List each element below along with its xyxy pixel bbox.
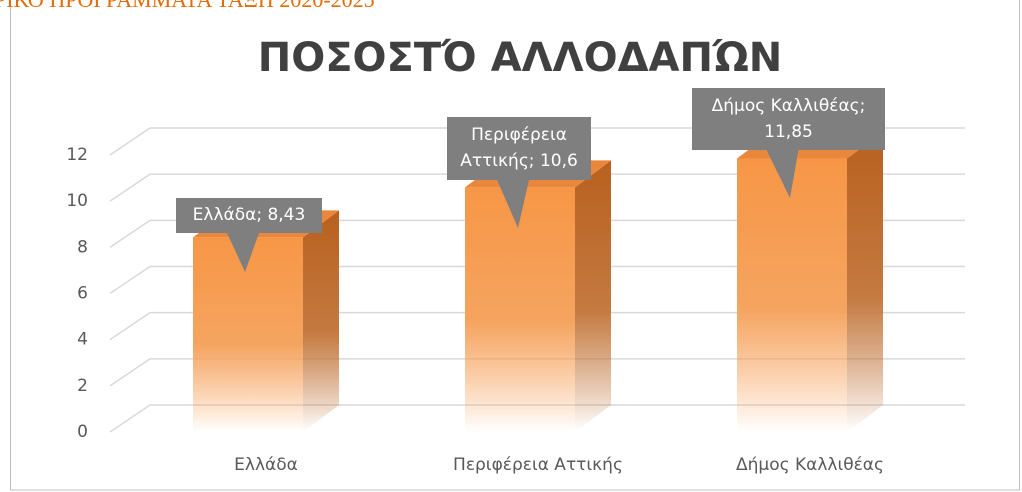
label-callout (692, 88, 885, 198)
y-tick-label: 8 (77, 237, 88, 257)
bar (465, 187, 575, 432)
grid-line (109, 219, 965, 248)
label-callout (447, 117, 591, 228)
grid-line (109, 404, 965, 433)
data-label: Ελλάδα; 8,43 (192, 205, 306, 225)
data-label-box: Περιφέρεια Αττικής; 10,6 (460, 125, 578, 171)
data-label-box: Ελλάδα; 8,43 (192, 205, 306, 225)
bar-side (575, 160, 611, 433)
data-label-box: Δήμος Καλλιθέας; 11,85 (711, 96, 866, 142)
grid-line (109, 265, 965, 295)
grid-line (109, 311, 965, 341)
bar (193, 237, 303, 432)
data-label: Περιφέρεια Αττικής; 10,6 (460, 125, 578, 171)
x-tick-label: Δήμος Καλλιθέας (736, 455, 884, 475)
bar-side (303, 210, 339, 432)
grid-line (109, 173, 965, 202)
y-tick-label: 10 (66, 191, 88, 211)
y-tick-label: 2 (77, 376, 88, 396)
chart-title: ΠΟΣΟΣΤΌ ΑΛΛΟΔΑΠΏΝ (258, 35, 782, 81)
y-tick-label: 4 (77, 330, 88, 350)
x-tick-label: Ελλάδα (234, 455, 298, 475)
bar (737, 158, 847, 432)
bar-side (847, 131, 883, 432)
page-header: ΡΙΚΟ ΠΡΟΓΡΑΜΜΑΤΑ ΤΑΞΗ 2020-2025 (0, 0, 375, 12)
y-tick-label: 6 (77, 284, 88, 304)
data-label: Δήμος Καλλιθέας; 11,85 (711, 96, 866, 142)
y-tick-label: 12 (66, 145, 88, 165)
y-tick-label: 0 (77, 422, 88, 442)
label-callout (176, 198, 322, 272)
grid-line (109, 358, 965, 387)
x-tick-label: Περιφέρεια Αττικής (453, 455, 623, 475)
